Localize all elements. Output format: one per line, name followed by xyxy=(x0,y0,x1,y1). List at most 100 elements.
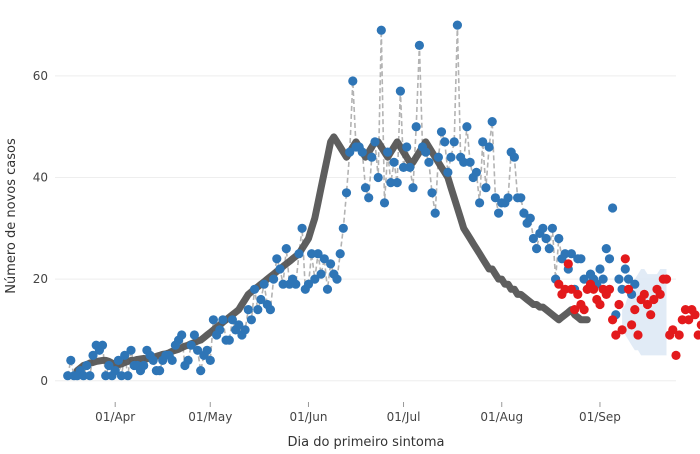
observed-point xyxy=(332,275,341,284)
observed-point xyxy=(485,142,494,151)
y-axis-title: Número de novos casos xyxy=(4,138,19,294)
y-tick-label: 0 xyxy=(40,374,48,388)
observed-point xyxy=(427,188,436,197)
nowcast-point xyxy=(671,351,680,360)
observed-point xyxy=(336,249,345,258)
observed-point xyxy=(218,315,227,324)
nowcast-point xyxy=(595,300,604,309)
observed-point xyxy=(393,178,402,187)
observed-point xyxy=(241,325,250,334)
nowcast-point xyxy=(589,285,598,294)
observed-point xyxy=(358,148,367,157)
observed-point xyxy=(510,153,519,162)
observed-point xyxy=(260,280,269,289)
observed-point xyxy=(126,346,135,355)
nowcast-point xyxy=(605,285,614,294)
x-axis-title: Dia do primeiro sintoma xyxy=(288,435,445,450)
observed-point xyxy=(269,275,278,284)
observed-point xyxy=(168,356,177,365)
observed-point xyxy=(206,356,215,365)
observed-point xyxy=(203,346,212,355)
observed-point xyxy=(294,249,303,258)
observed-point xyxy=(412,122,421,131)
observed-point xyxy=(504,193,513,202)
observed-point xyxy=(82,361,91,370)
daily-connector-layer xyxy=(68,25,562,376)
nowcast-point xyxy=(608,315,617,324)
observed-point xyxy=(225,336,234,345)
observed-point xyxy=(538,224,547,233)
observed-point xyxy=(123,371,132,380)
observed-point xyxy=(431,209,440,218)
observed-point xyxy=(608,203,617,212)
observed-point xyxy=(396,87,405,96)
observed-point xyxy=(244,305,253,314)
observed-point xyxy=(326,259,335,268)
moving-average-line xyxy=(77,137,587,371)
x-tick-label: 01/Jun xyxy=(289,410,327,424)
observed-point xyxy=(405,163,414,172)
observed-point xyxy=(342,188,351,197)
y-tick-label: 40 xyxy=(33,171,48,185)
observed-point xyxy=(599,275,608,284)
observed-point xyxy=(548,224,557,233)
observed-point xyxy=(434,153,443,162)
observed-point xyxy=(494,209,503,218)
x-tick-label: 01/Sep xyxy=(579,410,621,424)
observed-point xyxy=(380,198,389,207)
nowcast-point xyxy=(627,320,636,329)
nowcast-point xyxy=(640,290,649,299)
observed-point xyxy=(282,244,291,253)
nowcast-point xyxy=(580,305,589,314)
nowcast-point xyxy=(614,300,623,309)
observed-point xyxy=(272,254,281,263)
observed-point xyxy=(85,371,94,380)
observed-point xyxy=(209,315,218,324)
observed-point xyxy=(184,356,193,365)
moving-average-layer xyxy=(77,137,587,371)
observed-point xyxy=(424,158,433,167)
nowcast-point xyxy=(694,330,700,339)
observed-point xyxy=(383,148,392,157)
observed-point xyxy=(446,153,455,162)
observed-point xyxy=(621,264,630,273)
observed-point xyxy=(421,148,430,157)
observed-point xyxy=(66,356,75,365)
observed-point xyxy=(526,214,535,223)
x-tick-label: 01/Aug xyxy=(480,410,523,424)
observed-point xyxy=(415,41,424,50)
x-tick-label: 01/May xyxy=(188,410,232,424)
observed-point xyxy=(196,366,205,375)
x-tick-label: 01/Apr xyxy=(95,410,135,424)
observed-point xyxy=(149,356,158,365)
observed-point xyxy=(614,275,623,284)
x-tick-label: 01/Jul xyxy=(387,410,421,424)
y-tick-label: 60 xyxy=(33,69,48,83)
observed-point xyxy=(408,183,417,192)
observed-point xyxy=(317,270,326,279)
observed-point xyxy=(291,280,300,289)
observed-point xyxy=(462,122,471,131)
x-axis-ticks: 01/Apr 01/May 01/Jun 01/Jul 01/Aug 01/Sep xyxy=(95,402,621,424)
observed-point xyxy=(437,127,446,136)
observed-point xyxy=(450,137,459,146)
observed-point xyxy=(348,76,357,85)
observed-point xyxy=(440,137,449,146)
observed-point xyxy=(247,315,256,324)
nowcast-point xyxy=(573,290,582,299)
observed-point xyxy=(361,183,370,192)
daily-connector-line xyxy=(68,25,562,376)
observed-point xyxy=(605,254,614,263)
observed-point xyxy=(253,305,262,314)
nowcast-point xyxy=(618,325,627,334)
observed-point xyxy=(323,285,332,294)
nowcast-point xyxy=(675,330,684,339)
observed-point xyxy=(389,158,398,167)
observed-point xyxy=(481,183,490,192)
nowcast-point xyxy=(656,290,665,299)
y-tick-label: 20 xyxy=(33,272,48,286)
nowcast-point xyxy=(633,330,642,339)
observed-point xyxy=(339,224,348,233)
